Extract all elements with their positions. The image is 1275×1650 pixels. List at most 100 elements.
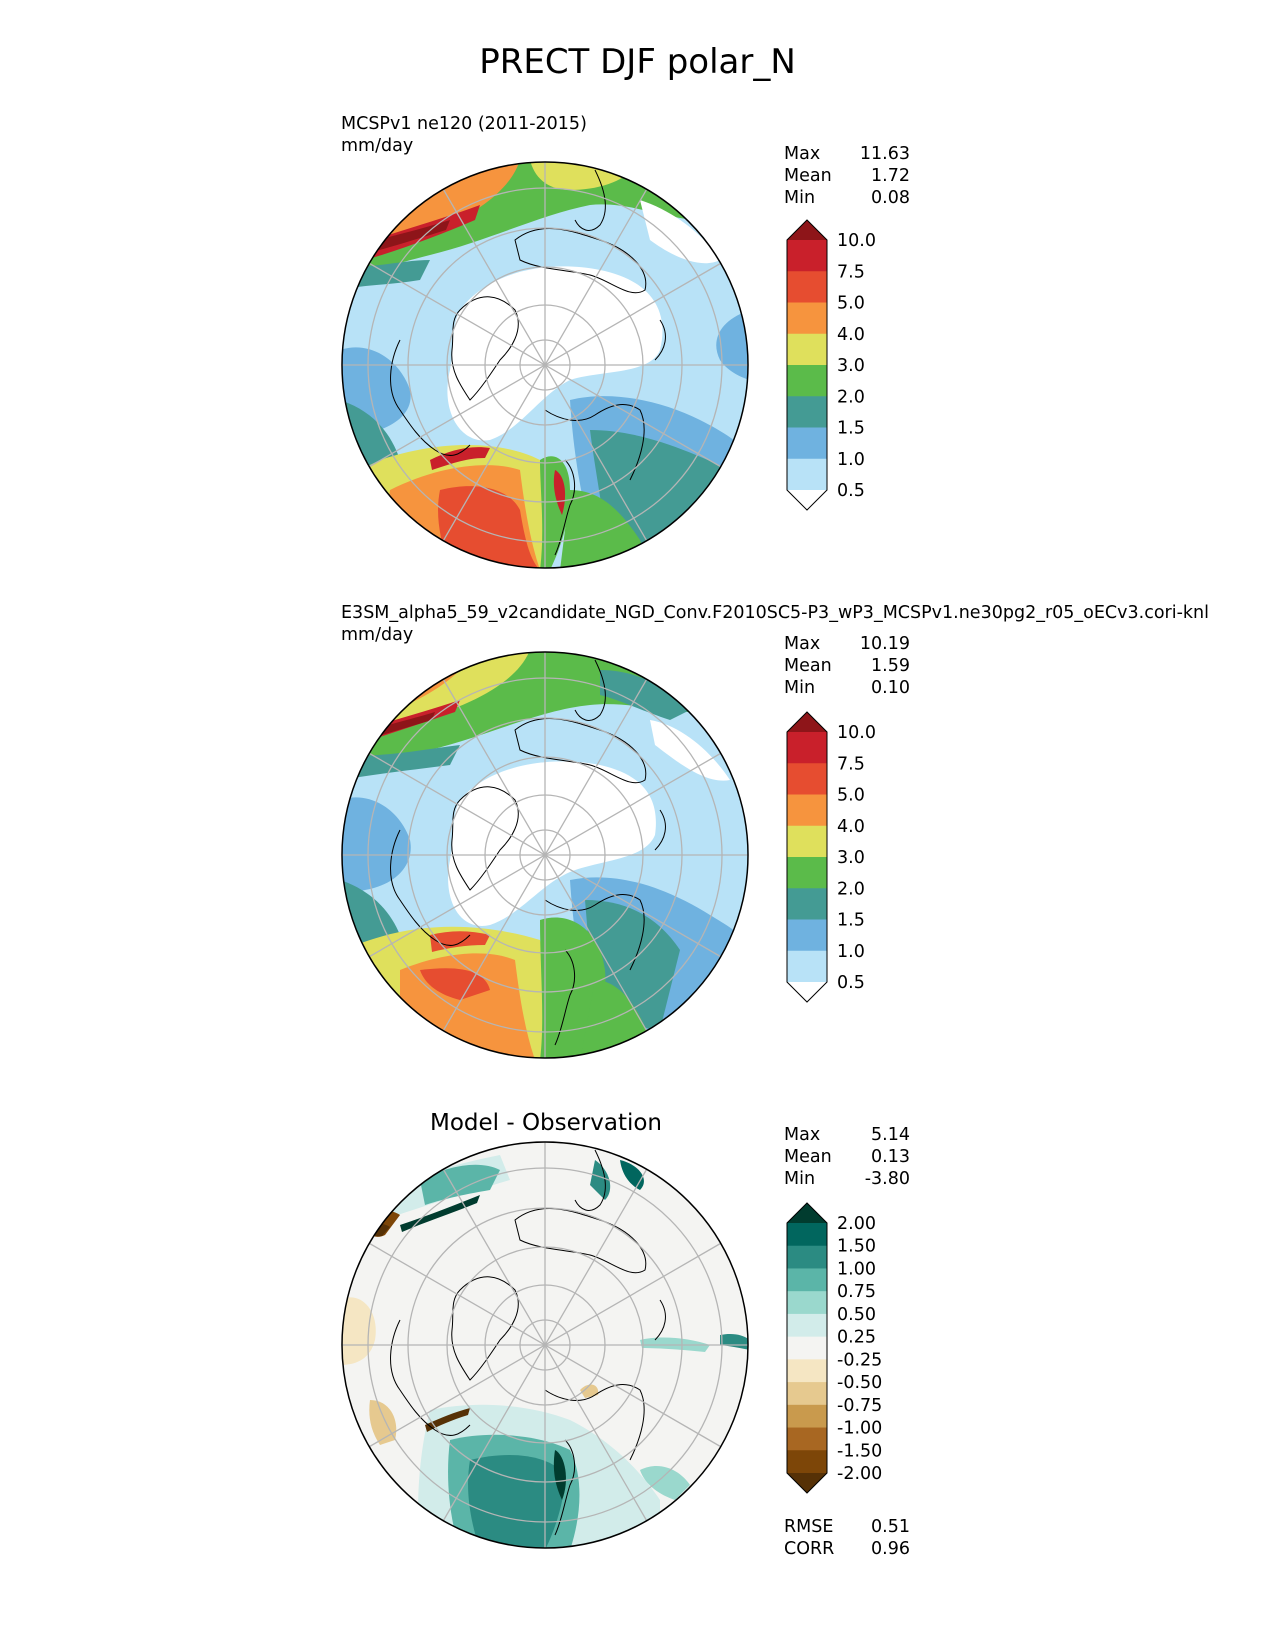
panel2-polar-map [341,651,749,1059]
panel1-colorbar-top-extension [787,220,827,240]
panel2-colorbar-tick-label: 1.5 [837,911,865,931]
map-field [553,470,566,515]
panel1-mean: 1.72 [871,166,910,186]
panel3-colorbar-segment [787,1427,827,1451]
panel1-colorbar-tick-label: 1.5 [837,419,865,439]
panel1-stats: Max 11.63 Mean 1.72 Min 0.08 [784,144,910,208]
map-field [342,745,460,780]
panel1-colorbar: 10.0 7.5 5.0 4.0 3.0 2.0 1.5 1.0 0.5 [786,219,876,511]
map-field [720,1333,748,1350]
panel1-colorbar-segment [787,271,827,303]
panel3-colorbar-segment [787,1223,827,1247]
panel1-min: 0.08 [871,188,910,208]
panel2-dataset-name: E3SM_alpha5_59_v2candidate_NGD_Conv.F201… [341,603,1209,623]
panel3-max: 5.14 [871,1125,910,1145]
panel3-colorbar-tick-label: 1.00 [837,1259,876,1279]
panel3-colorbar-segment [787,1268,827,1292]
map-field [342,797,411,895]
panel2-colorbar-segment [787,888,827,920]
panel2-colorbar-segment [787,763,827,795]
panel2-colorbar-tick-label: 1.0 [837,942,865,962]
panel3-colorbar-segment [787,1336,827,1360]
panel2-mean: 1.59 [871,656,910,676]
map-field [468,1455,565,1548]
panel2-colorbar-top-extension [787,712,827,732]
panel3-colorbar-tick-label: -1.00 [837,1419,882,1439]
panel1-colorbar-segment [787,240,827,272]
panel2-colorbar-segment [787,794,827,827]
panel2-colorbar-tick-label: 7.5 [837,754,865,774]
figure-title: PRECT DJF polar_N [479,42,796,82]
panel3-colorbar-tick-label: -1.50 [837,1441,882,1461]
panel1-colorbar-segment [787,302,827,335]
panel1-colorbar-segment [787,396,827,428]
map-field [420,968,490,1000]
panel1-colorbar-bottom-extension [787,490,827,510]
panel2-colorbar-segment [787,950,827,983]
map-field [640,1465,690,1500]
map-boundary [341,1141,749,1549]
panel2-max: 10.19 [859,634,910,654]
panel3-mean: 0.13 [871,1147,910,1167]
panel3-colorbar-bottom-extension [787,1473,827,1493]
panel1-colorbar-tick-label: 10.0 [837,231,876,251]
panel1-colorbar-tick-label: 3.0 [837,356,865,376]
map-gridlines [342,1142,748,1548]
panel2-colorbar-tick-label: 10.0 [837,723,876,743]
panel3-colorbar-segment [787,1313,827,1338]
panel3-colorbar-tick-label: -2.00 [837,1464,882,1484]
panel2-colorbar-tick-label: 4.0 [837,817,865,837]
map-field [370,220,450,252]
panel1-colorbar-segment [787,365,827,397]
map-gridlines [342,162,748,568]
map-field [430,931,490,952]
panel3-colorbar-outline [786,1202,828,1494]
panel1-colorbar-outline [786,219,828,511]
panel2-colorbar-tick-label: 5.0 [837,786,865,806]
panel1-colorbar-tick-label: 2.0 [837,387,865,407]
panel1-colorbar-tick-label: 4.0 [837,325,865,345]
panel2-colorbar-segment [787,919,827,952]
map-gridlines [342,652,748,1058]
map-field [650,720,730,781]
panel2-colorbar-segment [787,825,827,858]
panel3-colorbar-tick-label: 0.25 [837,1328,876,1348]
panel1-colorbar-tick-label: 5.0 [837,294,865,314]
panel1-colorbar-tick-label: 0.5 [837,481,865,501]
panel3-colorbar: 2.00 1.501.00 0.75 0.50 0.25-0.25 -0.50 -0.75 -… [786,1202,882,1494]
panel2-colorbar-segment [787,857,827,889]
panel3-metrics: RMSE 0.51 CORR 0.96 [784,1517,910,1559]
panel1-colorbar-segment [787,427,827,460]
panel1-colorbar-tick-label: 7.5 [837,262,865,282]
map-field [430,447,490,470]
panel3-polar-map [341,1141,749,1549]
panel1-max: 11.63 [859,144,910,164]
panel3-colorbar-segment [787,1359,827,1383]
panel3-rmse: 0.51 [871,1517,910,1537]
map-field [400,953,535,1058]
panel2-colorbar: 10.0 7.5 5.0 4.0 3.0 2.0 1.5 1.0 0.5 [786,711,876,1003]
panel2-min: 0.10 [871,678,910,698]
panel3-colorbar-segment [787,1382,827,1406]
panel3-colorbar-tick-label: 0.50 [837,1305,876,1325]
panel2-label: E3SM_alpha5_59_v2candidate_NGD_Conv.F201… [341,602,1209,646]
panel3-colorbar-segment [787,1450,827,1474]
panel2-colorbar-tick-label: 2.0 [837,879,865,899]
panel2-colorbar-bottom-extension [787,982,827,1002]
map-field [420,1164,500,1205]
map-field [369,1400,397,1445]
map-field [400,1195,480,1232]
map-field [620,1160,644,1190]
panel3-colorbar-segment [787,1291,827,1315]
panel1-label: MCSPv1 ne120 (2011-2015) mm/day [341,113,587,157]
map-field [580,1384,599,1398]
panel3-colorbar-tick-label: -0.25 [837,1350,882,1370]
panel3-corr: 0.96 [871,1539,910,1559]
panel1-dataset-name: MCSPv1 ne120 (2011-2015) [341,114,587,134]
map-field [438,486,540,568]
panel3-title: Model - Observation [429,1110,663,1136]
panel1-polar-map [341,161,749,569]
panel3-colorbar-segment [787,1245,827,1269]
panel3-colorbar-tick-label: 2.00 [837,1214,876,1234]
panel2-units: mm/day [341,625,414,645]
